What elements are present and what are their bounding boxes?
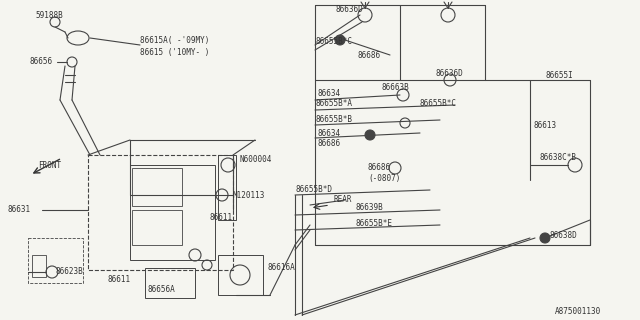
Text: 86623B: 86623B xyxy=(55,268,83,276)
Text: 86656: 86656 xyxy=(30,58,53,67)
Text: 86634: 86634 xyxy=(318,89,341,98)
Text: 86639B: 86639B xyxy=(355,204,383,212)
Text: 86634: 86634 xyxy=(318,129,341,138)
Text: 86638C*B: 86638C*B xyxy=(540,154,577,163)
Text: 86686: 86686 xyxy=(368,164,391,172)
Text: 86655I: 86655I xyxy=(545,70,573,79)
Text: (-0807): (-0807) xyxy=(368,173,401,182)
Text: 86655B*D: 86655B*D xyxy=(296,186,333,195)
Circle shape xyxy=(335,35,345,45)
Text: 86613: 86613 xyxy=(533,121,556,130)
Text: 59188B: 59188B xyxy=(35,11,63,20)
Text: 86611: 86611 xyxy=(210,213,233,222)
Text: 86655B*B: 86655B*B xyxy=(316,116,353,124)
Bar xyxy=(130,165,215,260)
Text: A875001130: A875001130 xyxy=(555,308,601,316)
Text: 86638D: 86638D xyxy=(550,230,578,239)
Bar xyxy=(88,155,233,270)
Text: 86655B*E: 86655B*E xyxy=(355,219,392,228)
Text: 86615 ('10MY- ): 86615 ('10MY- ) xyxy=(140,47,209,57)
Bar xyxy=(32,255,46,277)
Text: 86636D: 86636D xyxy=(335,5,363,14)
Text: 86686: 86686 xyxy=(318,139,341,148)
Bar xyxy=(132,210,182,245)
Bar xyxy=(218,155,236,220)
Text: 86655B*A: 86655B*A xyxy=(316,100,353,108)
Text: N600004: N600004 xyxy=(240,156,273,164)
Text: 86663B: 86663B xyxy=(382,84,410,92)
Text: FRONT: FRONT xyxy=(38,161,61,170)
Circle shape xyxy=(365,130,375,140)
Text: 86686: 86686 xyxy=(358,51,381,60)
Bar xyxy=(28,238,83,283)
Bar xyxy=(218,255,263,295)
Bar xyxy=(145,268,195,298)
Circle shape xyxy=(540,233,550,243)
Text: REAR: REAR xyxy=(333,196,351,204)
Text: 86655B*C: 86655B*C xyxy=(315,37,352,46)
Text: M120113: M120113 xyxy=(233,190,266,199)
Text: 86636D: 86636D xyxy=(435,68,463,77)
Text: 86611: 86611 xyxy=(108,276,131,284)
Text: 86655B*C: 86655B*C xyxy=(420,99,457,108)
Text: 86615A( -'09MY): 86615A( -'09MY) xyxy=(140,36,209,44)
Text: 86656A: 86656A xyxy=(148,285,176,294)
Bar xyxy=(132,168,182,206)
Text: 86631: 86631 xyxy=(8,205,31,214)
Text: 86616A: 86616A xyxy=(268,262,296,271)
